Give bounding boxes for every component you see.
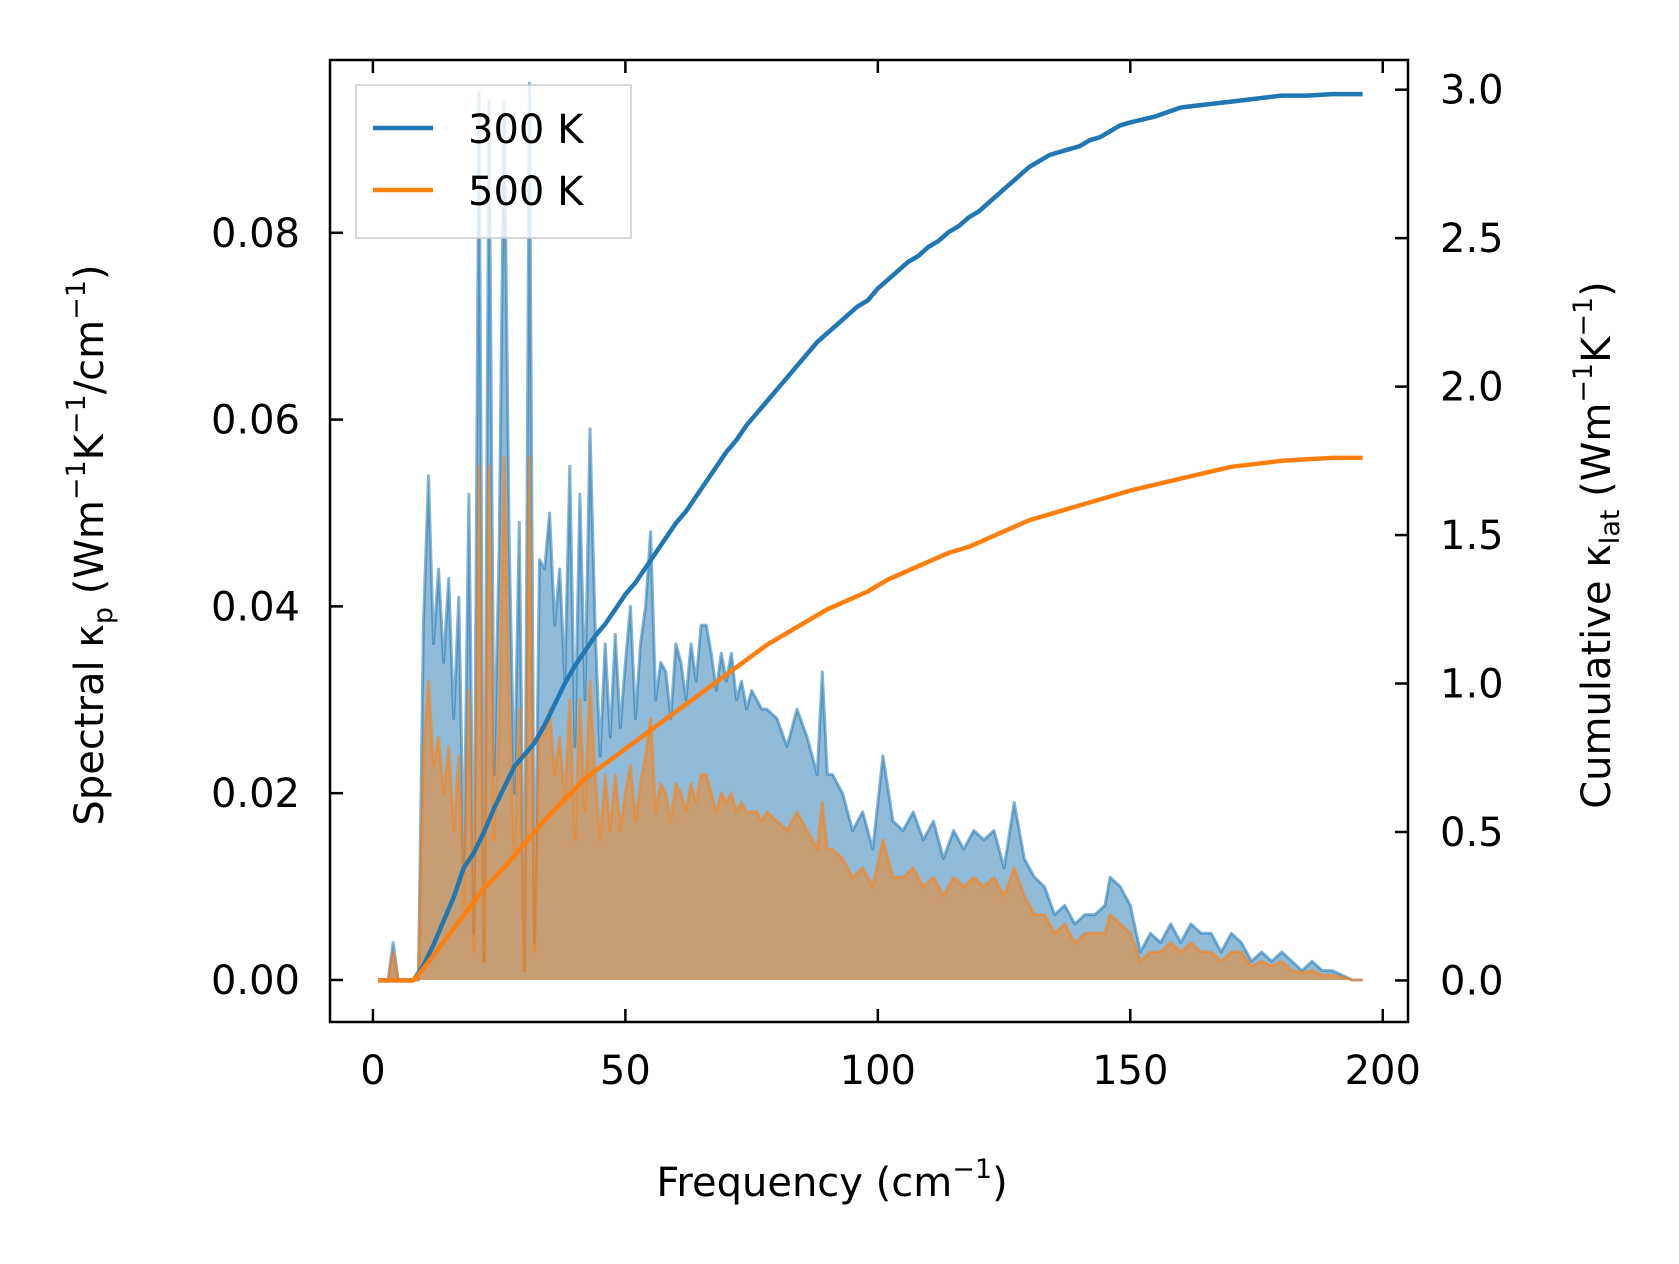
- y-left-tick-label: 0.04: [211, 584, 300, 630]
- y-left-tick-label: 0.06: [211, 398, 300, 444]
- y-right-tick-label: 0.0: [1440, 958, 1504, 1004]
- y-right-tick-label: 3.0: [1440, 68, 1504, 114]
- cumulative-line-300k: [378, 91, 1363, 983]
- y-left-tick-label: 0.08: [211, 211, 300, 257]
- y-right-tick-label: 2.0: [1440, 365, 1504, 411]
- legend-box: [355, 84, 632, 239]
- spectral-area-300k: [377, 83, 1363, 981]
- plot-frame: [328, 58, 1410, 1024]
- y-axis-label-left: Spectral κp (Wm−1K−1/cm−1): [61, 264, 119, 825]
- x-tick-label: 200: [1345, 1048, 1421, 1094]
- spectral-line-300k: [378, 81, 1363, 982]
- spectral-fill-layer: [377, 81, 1363, 982]
- y-right-tick-label: 2.5: [1440, 216, 1504, 262]
- y-left-tick-label: 0.00: [211, 958, 300, 1004]
- y-right-tick-label: 1.0: [1440, 662, 1504, 708]
- y-right-tick-label: 1.5: [1440, 513, 1504, 559]
- x-axis-label: Frequency (cm−1): [656, 1154, 1007, 1206]
- x-tick-label: 0: [360, 1048, 385, 1094]
- legend: 300 K 500 K: [355, 84, 632, 239]
- x-tick-label: 100: [840, 1048, 916, 1094]
- spectral-area-500k: [377, 456, 1363, 980]
- legend-label-500k: 500 K: [468, 169, 585, 215]
- spectral-line-500k: [378, 455, 1363, 982]
- cumulative-line-500k: [378, 455, 1363, 983]
- y-axis-label-right: Cumulative κlat (Wm−1K−1): [1568, 281, 1626, 809]
- cumulative-line-layer: [378, 91, 1363, 983]
- x-tick-label: 50: [600, 1048, 651, 1094]
- y-left-tick-label: 0.02: [211, 771, 300, 817]
- axis-ticks: 0 50 100 150 200 0.00 0.02 0.04 0.06 0.08 0.0 0.5 1.…: [211, 60, 1504, 1094]
- legend-label-300k: 300 K: [468, 107, 585, 153]
- y-right-tick-label: 0.5: [1440, 810, 1504, 856]
- x-tick-label: 150: [1092, 1048, 1168, 1094]
